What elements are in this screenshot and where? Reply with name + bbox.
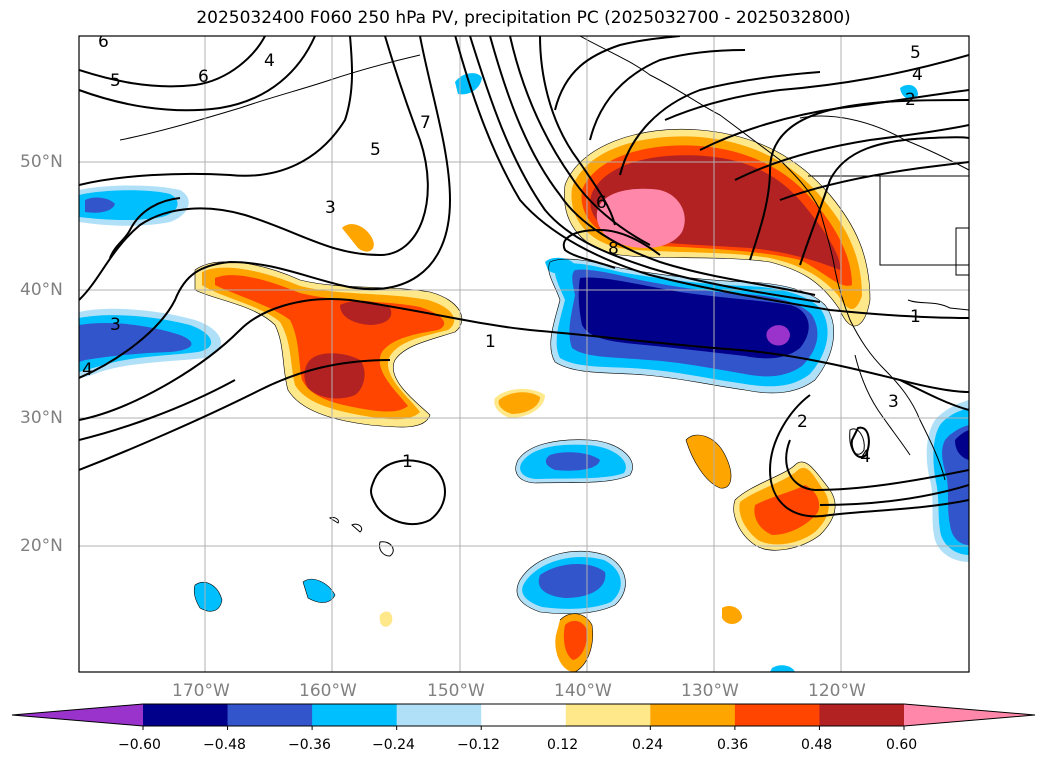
colorbar-segment (650, 704, 736, 726)
colorbar-tick-label: 0.60 (886, 737, 918, 753)
contour-label: 1 (910, 307, 921, 327)
contour-label: 7 (420, 113, 431, 133)
contour-label: 1 (485, 332, 496, 352)
lat-label: 50°N (20, 152, 63, 172)
pv-contours (79, 36, 969, 525)
lon-label: 150°W (427, 681, 485, 701)
colorbar-segment (227, 704, 313, 726)
contour-label: 4 (912, 65, 923, 85)
contour-label: 5 (910, 43, 921, 63)
contour-label: 3 (888, 392, 899, 412)
colorbar-extend-low (12, 704, 143, 726)
colorbar-segment (734, 704, 820, 726)
colorbar-tick-label: 0.12 (547, 737, 579, 753)
contour-label: 3 (325, 198, 336, 218)
colorbar-tick-label: 0.48 (801, 737, 833, 753)
colorbar-tick-label: −0.24 (372, 737, 415, 753)
contour-label: 4 (860, 447, 871, 467)
lat-label: 30°N (20, 408, 63, 428)
colorbar-segment (565, 704, 651, 726)
contour-label: 6 (198, 67, 209, 87)
contour-label: 2 (797, 412, 808, 432)
contour-label: 8 (608, 239, 619, 259)
colorbar (11, 703, 1036, 730)
lon-label: 120°W (808, 681, 866, 701)
colorbar-segment (143, 704, 229, 726)
contour-label: 5 (370, 140, 381, 160)
colorbar-tick-label: 0.36 (717, 737, 749, 753)
contour-label: 5 (110, 71, 121, 91)
lon-label: 170°W (172, 681, 230, 701)
lon-label: 130°W (681, 681, 739, 701)
pv-contour-labels: 6 5 6 4 7 5 3 1 3 4 1 6 8 5 4 2 1 2 3 4 (82, 32, 923, 472)
contour-label: 3 (110, 315, 121, 335)
contour-label: 6 (98, 32, 109, 52)
colorbar-segment (481, 704, 567, 726)
colorbar-tick-label: −0.36 (288, 737, 331, 753)
contour-label: 4 (82, 360, 93, 380)
colorbar-tick-label: 0.24 (632, 737, 664, 753)
colorbar-tick-label: −0.48 (203, 737, 246, 753)
colorbar-tick-label: −0.60 (118, 737, 161, 753)
contour-label: 4 (264, 51, 275, 71)
contour-label: 1 (402, 452, 413, 472)
map-frame (78, 35, 970, 673)
contour-label: 2 (905, 90, 916, 110)
colorbar-tick-label: −0.12 (457, 737, 500, 753)
colorbar-extend-high (904, 704, 1035, 726)
gridlines (79, 36, 969, 672)
contour-label: 6 (596, 193, 607, 213)
shading-outlines (193, 128, 871, 672)
lat-label: 20°N (20, 536, 63, 556)
map-area: 6 5 6 4 7 5 3 1 3 4 1 6 8 5 4 2 1 2 3 4 (79, 32, 969, 672)
lon-label: 160°W (299, 681, 357, 701)
map-title: 2025032400 F060 250 hPa PV, precipitatio… (196, 8, 851, 28)
colorbar-segment (312, 704, 398, 726)
colorbar-segment (396, 704, 482, 726)
colorbar-segment (819, 704, 905, 726)
lon-label: 140°W (554, 681, 612, 701)
lat-label: 40°N (20, 280, 63, 300)
